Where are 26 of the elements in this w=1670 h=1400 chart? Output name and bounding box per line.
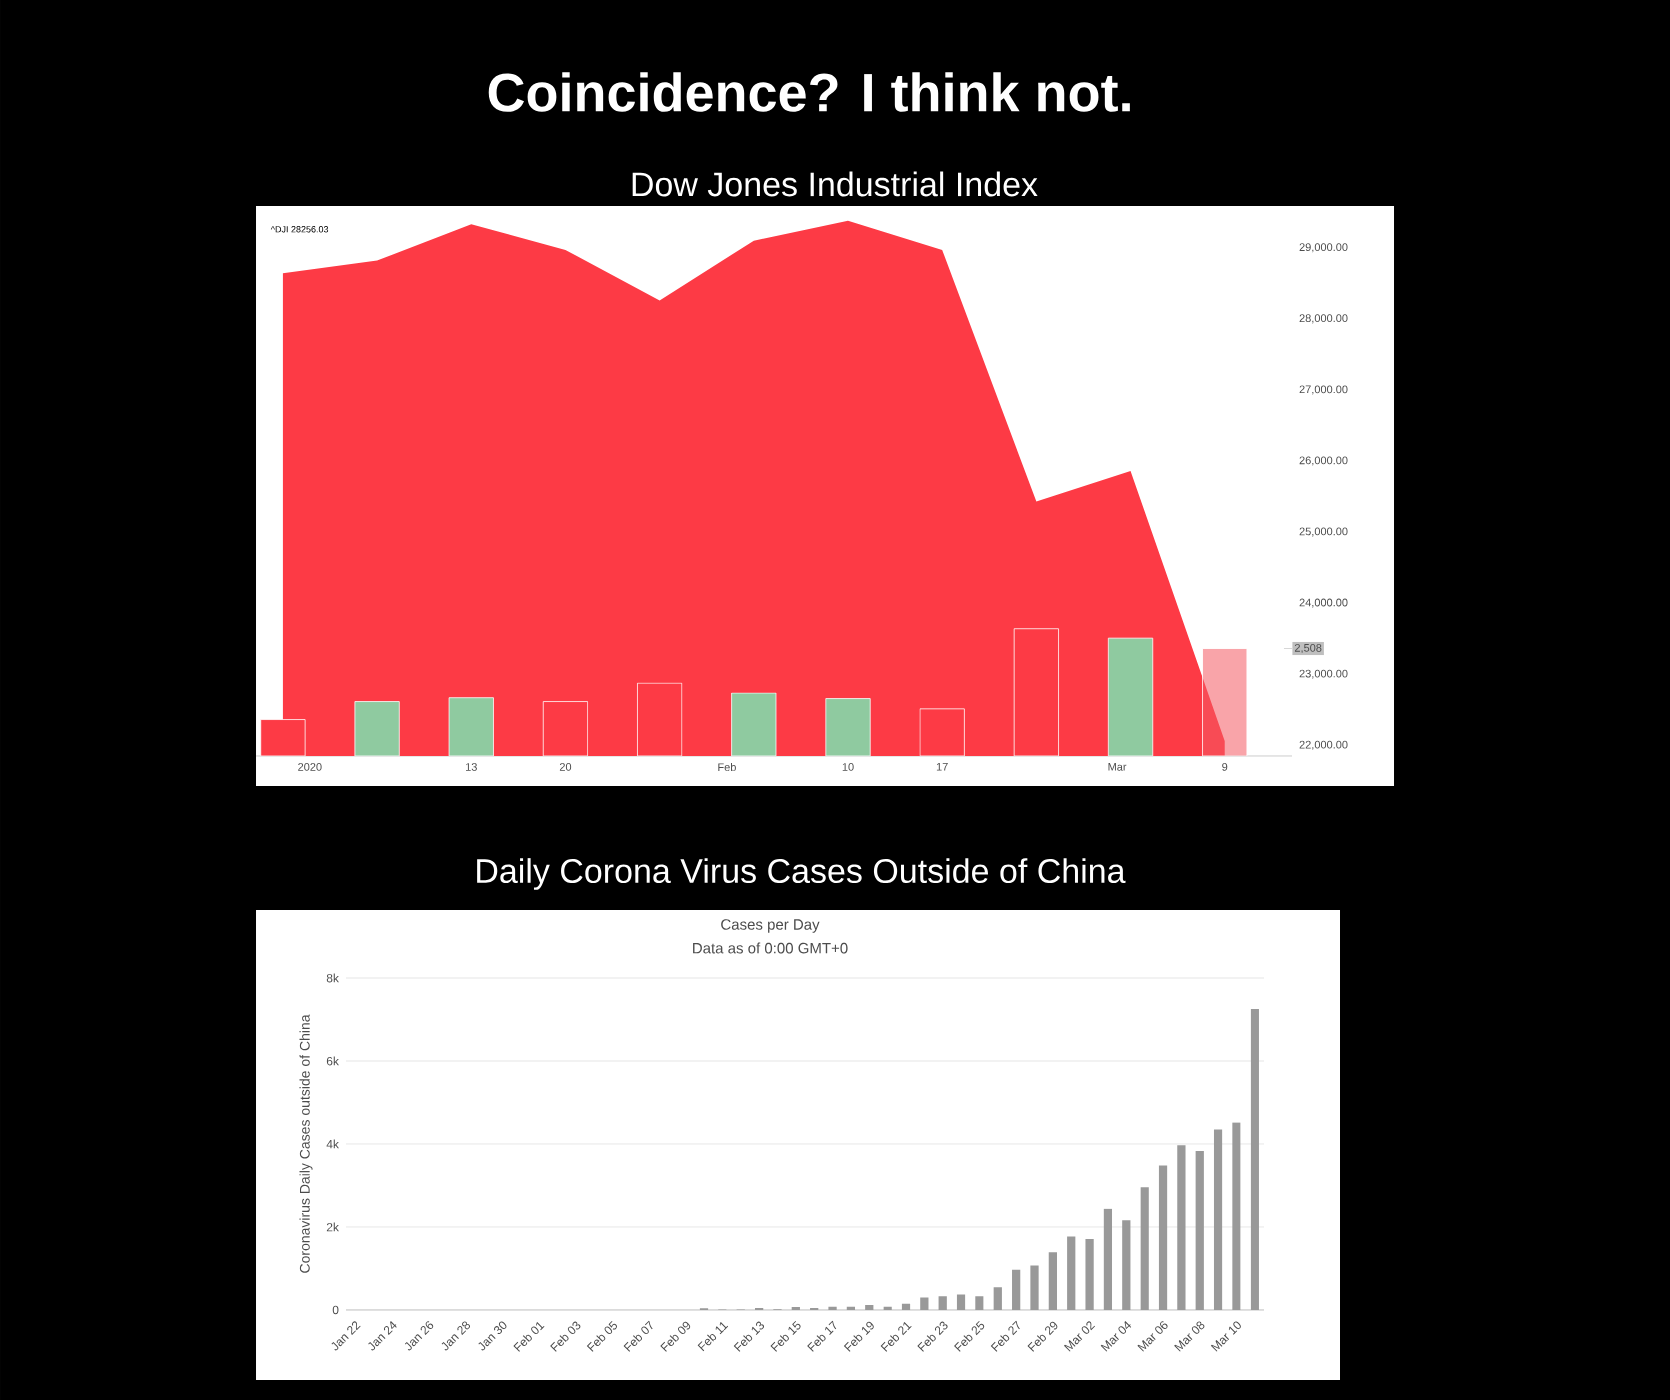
bar — [1177, 1145, 1186, 1310]
bar — [1250, 1009, 1259, 1310]
bar — [1048, 1252, 1057, 1310]
bar — [901, 1303, 911, 1310]
bar — [938, 1296, 947, 1310]
bar — [1158, 1165, 1168, 1310]
bar — [1140, 1187, 1149, 1310]
bar — [920, 1297, 929, 1310]
bar — [956, 1294, 966, 1310]
bar — [1067, 1236, 1076, 1310]
chart-title: Daily Corona Virus Cases Outside of China — [477, 858, 1126, 890]
bar — [975, 1296, 984, 1310]
bar — [1085, 1239, 1094, 1310]
bar — [1213, 1129, 1223, 1310]
chart-title: Coincidence? I think not. — [488, 72, 1130, 112]
bar — [1195, 1151, 1204, 1310]
bar — [1103, 1208, 1113, 1310]
bar — [731, 692, 777, 756]
bar — [825, 698, 871, 756]
chart-subtitle: Dow Jones Industrial Index — [632, 171, 1038, 197]
bar — [1012, 1269, 1021, 1310]
bar — [1232, 1122, 1241, 1310]
bar — [1030, 1265, 1039, 1310]
bar — [1122, 1220, 1131, 1310]
bar — [865, 1304, 874, 1310]
bar — [993, 1287, 1002, 1310]
